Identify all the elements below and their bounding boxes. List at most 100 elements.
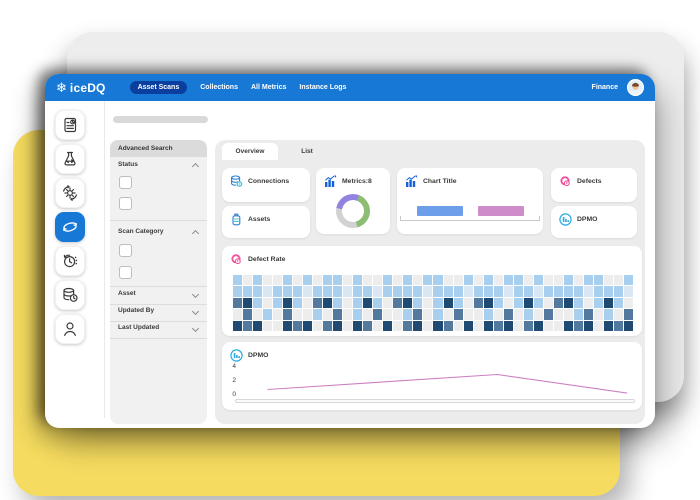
sidebar-item-process-settings[interactable] — [55, 178, 85, 208]
heatmap-cell — [593, 286, 603, 297]
filter-section-updated-by[interactable]: Updated By — [110, 307, 207, 321]
advanced-search-title: Advanced Search — [110, 140, 207, 157]
heatmap-cell — [323, 309, 333, 320]
tab-list[interactable]: List — [301, 148, 313, 155]
heatmap-cell — [613, 320, 623, 331]
heatmap-cell — [403, 309, 413, 320]
heatmap-cell — [373, 309, 383, 320]
tab-overview[interactable]: Overview — [222, 143, 278, 160]
heatmap-cell — [273, 309, 283, 320]
heatmap-cell — [333, 320, 343, 331]
heatmap-cell — [243, 297, 253, 309]
heatmap-cell — [503, 309, 513, 320]
heatmap-cell — [383, 309, 393, 320]
scan-category-checkbox-2[interactable] — [119, 266, 132, 279]
assets-jar-icon — [232, 213, 241, 226]
heatmap-cell — [473, 309, 483, 320]
heatmap-cell — [393, 297, 403, 309]
sidebar-item-report[interactable] — [55, 110, 85, 140]
heatmap-cell — [383, 286, 393, 297]
schedule-clock-icon — [61, 252, 79, 270]
status-checkbox-2[interactable] — [119, 197, 132, 210]
heatmap-cell — [513, 320, 523, 331]
chevron-up-icon — [191, 162, 200, 171]
heatmap-cell — [583, 275, 593, 286]
heatmap-cell — [403, 275, 413, 286]
heatmap-cell — [613, 286, 623, 297]
heatmap-cell — [603, 297, 613, 309]
card-title: Chart Title — [423, 178, 457, 185]
heatmap-cell — [383, 320, 393, 331]
heatmap-cell — [623, 286, 633, 297]
nav-item-collections[interactable]: Collections — [200, 84, 238, 91]
heatmap-cell — [583, 286, 593, 297]
heatmap-cell — [253, 309, 263, 320]
divider — [110, 304, 207, 305]
workspace-label[interactable]: Finance — [591, 84, 618, 91]
card-title: DPMO — [248, 352, 269, 359]
heatmap-cell — [323, 275, 333, 286]
heatmap-cell — [403, 297, 413, 309]
mini-bar-chart — [409, 201, 531, 216]
heatmap-cell — [413, 309, 423, 320]
report-summary-icon — [61, 116, 79, 134]
defects-gear-icon — [560, 176, 570, 187]
scan-category-checkbox-1[interactable] — [119, 244, 132, 257]
filter-section-label: Scan Category — [118, 228, 164, 235]
filter-section-label: Last Updated — [118, 324, 160, 331]
rail-content-divider — [104, 101, 105, 418]
overview-panel: Overview List Connections — [215, 140, 645, 424]
connections-card[interactable]: Connections — [222, 168, 310, 202]
heatmap-cell — [473, 320, 483, 331]
filter-section-label: Updated By — [118, 307, 155, 314]
heatmap-cell — [543, 320, 553, 331]
sidebar-item-test-lab[interactable] — [55, 144, 85, 174]
filter-section-last-updated[interactable]: Last Updated — [110, 324, 207, 338]
heatmap-cell — [263, 309, 273, 320]
sidebar-item-data-store[interactable] — [55, 280, 85, 310]
sidebar-item-schedule[interactable] — [55, 246, 85, 276]
card-title: Metrics:8 — [342, 178, 372, 185]
card-title: Defects — [577, 178, 602, 185]
nav-item-all-metrics[interactable]: All Metrics — [250, 84, 287, 91]
filter-section-status[interactable]: Status — [110, 161, 207, 175]
card-title: Defect Rate — [248, 256, 286, 263]
chevron-down-icon — [191, 290, 200, 299]
chart-title-card[interactable]: Chart Title — [397, 168, 543, 234]
nav-item-instance-logs[interactable]: Instance Logs — [299, 84, 347, 91]
filter-section-asset[interactable]: Asset — [110, 290, 207, 304]
metrics-card[interactable]: Metrics:8 — [316, 168, 390, 234]
heatmap-cell — [443, 320, 453, 331]
heatmap-cell — [333, 286, 343, 297]
heatmap-cell — [323, 286, 333, 297]
heatmap-cell — [433, 320, 443, 331]
defects-card[interactable]: Defects — [551, 168, 637, 202]
dpmo-card[interactable]: DPMO — [551, 206, 637, 238]
advanced-search-panel: Advanced Search Status Scan Category Ass… — [110, 140, 207, 424]
heatmap-cell — [263, 320, 273, 331]
heatmap-cell — [483, 275, 493, 286]
chevron-up-icon — [191, 229, 200, 238]
heatmap-cell — [273, 275, 283, 286]
card-title: Connections — [248, 178, 290, 185]
heatmap-cell — [373, 297, 383, 309]
heatmap-cell — [613, 275, 623, 286]
heatmap-cell — [243, 320, 253, 331]
heatmap-cell — [473, 297, 483, 309]
heatmap-cell — [333, 309, 343, 320]
y-axis-tick: 2 — [232, 377, 236, 384]
heatmap-cell — [573, 275, 583, 286]
heatmap-cell — [383, 275, 393, 286]
heatmap-cell — [333, 275, 343, 286]
filter-section-scan-category[interactable]: Scan Category — [110, 228, 207, 242]
heatmap-cell — [413, 297, 423, 309]
heatmap-cell — [293, 297, 303, 309]
nav-item-asset-scans[interactable]: Asset Scans — [129, 81, 188, 94]
user-avatar[interactable] — [627, 79, 644, 96]
assets-card[interactable]: Assets — [222, 206, 310, 238]
status-checkbox-1[interactable] — [119, 176, 132, 189]
sidebar-item-user[interactable] — [55, 314, 85, 344]
heatmap-cell — [523, 275, 533, 286]
heatmap-cell — [563, 297, 573, 309]
sidebar-item-asset-scans[interactable] — [55, 212, 85, 242]
